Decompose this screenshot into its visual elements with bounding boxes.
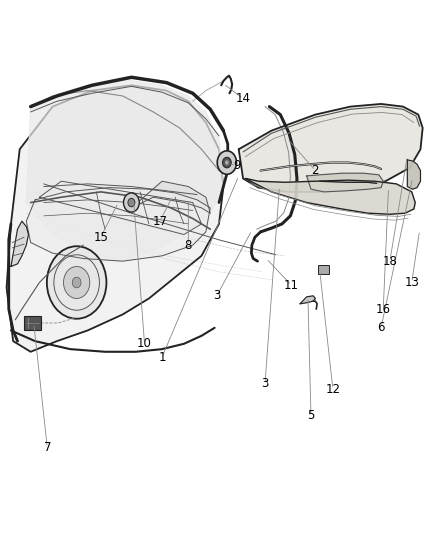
Text: 17: 17 [152, 215, 167, 228]
Bar [318, 265, 328, 274]
Text: 11: 11 [284, 279, 299, 292]
Text: 6: 6 [377, 321, 385, 334]
Circle shape [225, 160, 229, 165]
Circle shape [72, 277, 81, 288]
Polygon shape [7, 85, 223, 352]
Text: 13: 13 [404, 276, 419, 289]
Text: 2: 2 [311, 164, 319, 177]
Text: 3: 3 [213, 289, 220, 302]
Text: 3: 3 [261, 377, 268, 390]
Bar [24, 316, 41, 330]
Text: 15: 15 [93, 231, 108, 244]
Text: 18: 18 [382, 255, 397, 268]
Text: 12: 12 [325, 383, 340, 395]
Text: 9: 9 [233, 159, 240, 172]
Polygon shape [307, 173, 383, 192]
Text: 14: 14 [236, 92, 251, 105]
Polygon shape [131, 181, 210, 213]
Polygon shape [245, 179, 415, 214]
Text: 7: 7 [43, 441, 51, 454]
Polygon shape [239, 104, 423, 192]
Polygon shape [26, 188, 210, 261]
Circle shape [47, 246, 106, 319]
Text: 10: 10 [137, 337, 152, 350]
Text: 8: 8 [185, 239, 192, 252]
Circle shape [64, 266, 90, 298]
Circle shape [124, 193, 139, 212]
Polygon shape [407, 160, 420, 189]
Polygon shape [26, 80, 223, 261]
Circle shape [223, 157, 231, 168]
Text: 1: 1 [158, 351, 166, 364]
Polygon shape [300, 296, 315, 304]
Text: 5: 5 [307, 409, 314, 422]
Circle shape [128, 198, 135, 207]
Polygon shape [11, 221, 28, 266]
Text: 16: 16 [376, 303, 391, 316]
Circle shape [217, 151, 237, 174]
